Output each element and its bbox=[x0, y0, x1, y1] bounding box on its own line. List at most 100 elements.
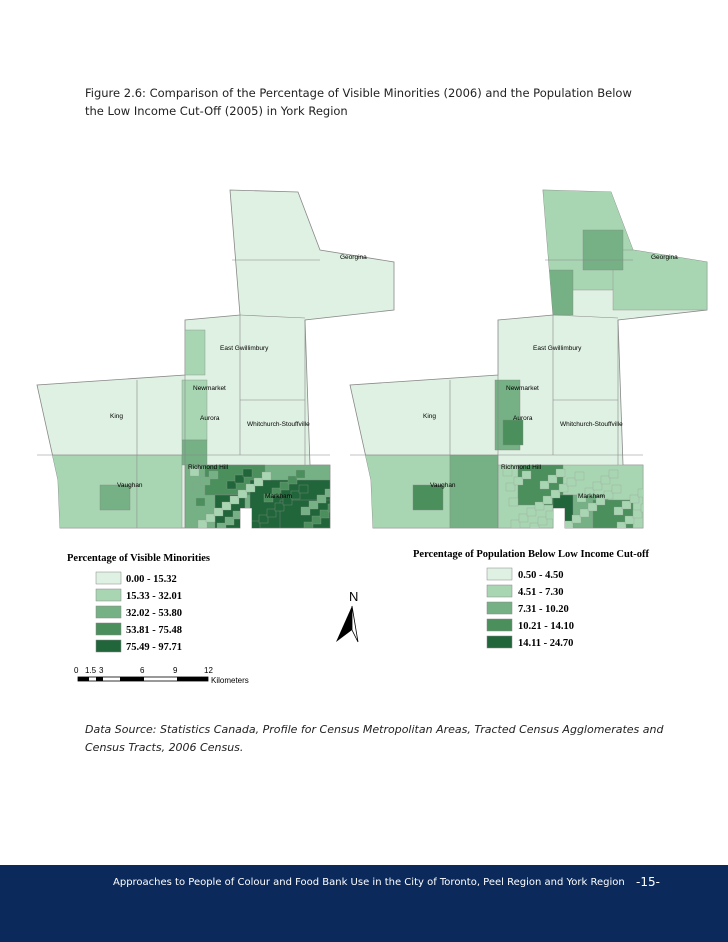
legend-swatch bbox=[486, 635, 513, 649]
tract bbox=[324, 488, 335, 498]
place-label: Georgina bbox=[340, 254, 367, 261]
tract bbox=[574, 471, 585, 481]
legend-swatch bbox=[95, 588, 122, 602]
place-label: Aurora bbox=[200, 415, 220, 422]
legend-swatch bbox=[486, 618, 513, 632]
legend-label: 32.02 - 53.80 bbox=[126, 608, 182, 619]
legend-label: 7.31 - 10.20 bbox=[518, 604, 569, 615]
legend-title: Percentage of Population Below Low Incom… bbox=[413, 549, 650, 560]
tract bbox=[316, 494, 327, 504]
place-label: Whitchurch-Stouffville bbox=[560, 421, 623, 428]
tract bbox=[263, 493, 274, 503]
tract bbox=[640, 503, 651, 513]
scale-label: 3 bbox=[99, 666, 104, 675]
tract bbox=[319, 509, 330, 519]
legend-swatch bbox=[486, 567, 513, 581]
scale-unit: Kilometers bbox=[211, 676, 249, 685]
tract bbox=[208, 470, 219, 480]
tract bbox=[412, 484, 444, 511]
tract bbox=[505, 482, 516, 492]
tract bbox=[213, 507, 224, 517]
tract bbox=[226, 480, 237, 490]
place-label: Whitchurch-Stouffville bbox=[247, 421, 310, 428]
tract bbox=[303, 521, 314, 528]
tract bbox=[271, 487, 282, 497]
tract bbox=[308, 500, 319, 510]
place-label: Richmond Hill bbox=[501, 464, 542, 471]
tract bbox=[621, 500, 632, 510]
tract bbox=[279, 481, 290, 491]
caption: Figure 2.6: Comparison of the Percentage… bbox=[85, 86, 632, 100]
tract bbox=[234, 474, 245, 484]
legend-swatch bbox=[95, 605, 122, 619]
map: Georgina East Gwillimbury Newmarket King Aur… bbox=[36, 189, 395, 529]
tract bbox=[611, 484, 622, 494]
caption: the Low Income Cut-Off (2005) in York Re… bbox=[85, 104, 348, 118]
place-label: Markham bbox=[265, 493, 292, 500]
tract bbox=[571, 514, 582, 524]
tract bbox=[200, 476, 211, 486]
tract bbox=[563, 520, 574, 528]
tract bbox=[99, 484, 131, 511]
scale-segment bbox=[96, 677, 103, 681]
tract bbox=[250, 520, 261, 528]
tract bbox=[449, 454, 499, 528]
place-label: King bbox=[110, 413, 123, 420]
source: Census Tracts, 2006 Census. bbox=[85, 741, 244, 754]
tract bbox=[584, 487, 595, 497]
tract bbox=[253, 477, 264, 487]
scale-label: 9 bbox=[173, 666, 178, 675]
tract bbox=[229, 495, 240, 505]
tract bbox=[555, 468, 566, 478]
tract bbox=[298, 484, 309, 494]
tract bbox=[603, 490, 614, 500]
legend-swatch bbox=[486, 601, 513, 615]
tract bbox=[136, 454, 183, 528]
boundary bbox=[239, 314, 306, 319]
legend-label: 0.00 - 15.32 bbox=[126, 574, 177, 585]
tract bbox=[616, 521, 627, 528]
tract bbox=[576, 493, 587, 503]
tract bbox=[539, 480, 550, 490]
map: Georgina East Gwillimbury Newmarket King Aur… bbox=[349, 189, 708, 529]
tract bbox=[637, 488, 648, 498]
legend-label: 75.49 - 97.71 bbox=[126, 642, 182, 653]
legend-title: Percentage of Visible Minorities bbox=[67, 553, 210, 564]
tract bbox=[534, 501, 545, 511]
tract bbox=[510, 519, 521, 528]
footer-text: Approaches to People of Colour and Food … bbox=[113, 877, 625, 888]
tract bbox=[242, 468, 253, 478]
tract bbox=[521, 470, 532, 480]
tract bbox=[266, 508, 277, 518]
tract bbox=[237, 489, 248, 499]
tract bbox=[632, 509, 643, 519]
tract bbox=[502, 467, 513, 477]
place-label: King bbox=[423, 413, 436, 420]
north-label: N bbox=[349, 589, 358, 604]
tract bbox=[327, 503, 338, 513]
tract bbox=[300, 506, 311, 516]
tract bbox=[192, 482, 203, 492]
footer: Approaches to People of Colour and Food … bbox=[0, 865, 728, 942]
tract bbox=[258, 514, 269, 524]
tract bbox=[184, 329, 206, 376]
tract bbox=[550, 489, 561, 499]
legend-label: 10.21 - 14.10 bbox=[518, 621, 574, 632]
tract bbox=[579, 508, 590, 518]
tract bbox=[221, 501, 232, 511]
tract bbox=[542, 495, 553, 505]
tract bbox=[245, 483, 256, 493]
place-label: Vaughan bbox=[430, 482, 456, 489]
tract bbox=[295, 469, 306, 479]
place-label: Georgina bbox=[651, 254, 678, 261]
legend-label: 15.33 - 32.01 bbox=[126, 591, 182, 602]
place-label: East Gwillimbury bbox=[533, 345, 582, 352]
tract bbox=[518, 513, 529, 523]
tract bbox=[558, 483, 569, 493]
tract bbox=[261, 471, 272, 481]
tract bbox=[508, 497, 519, 507]
tract bbox=[224, 516, 235, 526]
legend-label: 53.81 - 75.48 bbox=[126, 625, 182, 636]
legend-swatch bbox=[95, 571, 122, 585]
